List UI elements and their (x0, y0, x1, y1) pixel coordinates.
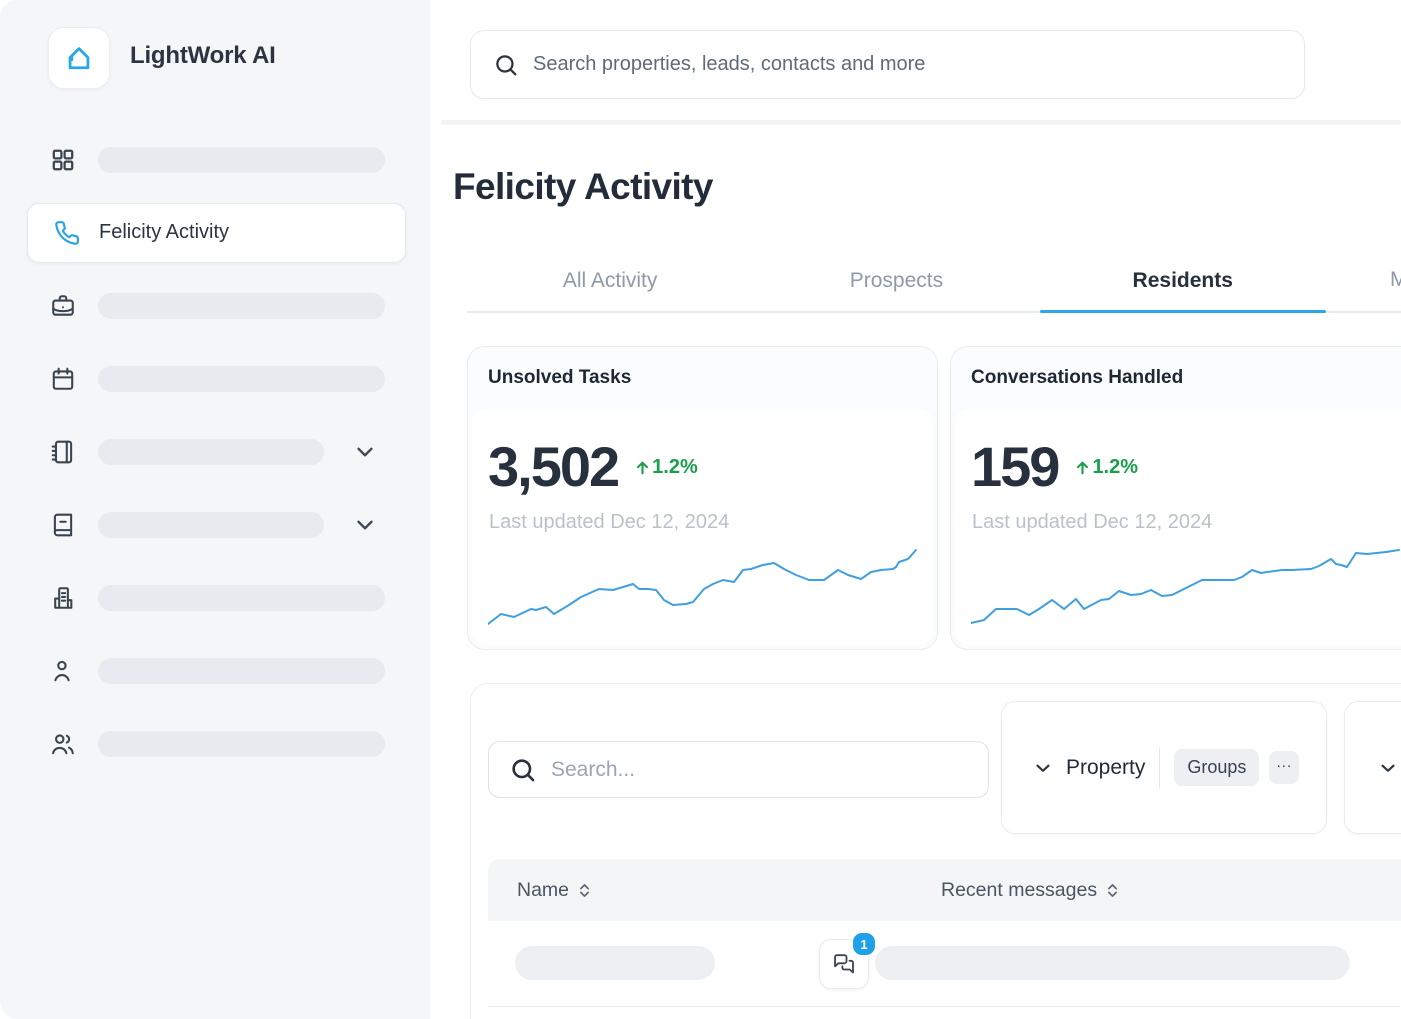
tab-all-activity[interactable]: All Activity (562, 268, 658, 292)
grid-icon (50, 147, 76, 173)
skeleton-pill (98, 658, 385, 684)
property-filter-label: Property (1066, 755, 1146, 779)
trend-up-icon (637, 461, 649, 474)
tab-residents[interactable]: Residents (1039, 250, 1326, 313)
row-divider (488, 1006, 1401, 1007)
calendar-icon (50, 366, 76, 392)
chat-button[interactable]: 1 (819, 931, 877, 989)
residents-panel: Property Groups ... Name Recent messages (470, 683, 1401, 1019)
stat-value: 3,502 (488, 435, 620, 498)
page-title: Felicity Activity (453, 166, 713, 207)
phone-icon (54, 220, 80, 246)
sparkline-chart (488, 549, 917, 625)
skeleton-pill (98, 585, 385, 611)
secondary-filter[interactable] (1344, 701, 1401, 834)
sparkline-chart (971, 549, 1400, 624)
more-options-chip[interactable]: ... (1269, 751, 1300, 784)
building-icon (50, 585, 76, 611)
stat-card-conversations-handled: Conversations Handled 159 1.2% Last upda… (950, 346, 1401, 650)
table-row[interactable]: 1 (488, 921, 1401, 1006)
sort-icon[interactable] (577, 883, 592, 898)
stat-card-title: Unsolved Tasks (488, 367, 632, 388)
panel-search (488, 741, 989, 798)
filter-divider (1159, 747, 1161, 788)
stat-updated-text: Last updated Dec 12, 2024 (972, 511, 1213, 533)
property-filter[interactable]: Property Groups ... (1001, 701, 1327, 834)
header-divider (441, 120, 1401, 125)
chevron-down-icon (1377, 757, 1399, 779)
chevron-down-icon (1032, 757, 1054, 779)
tab-bar: All Activity Prospects Residents M (467, 250, 1401, 313)
column-header-name[interactable]: Name (517, 859, 592, 921)
book-icon (50, 512, 76, 538)
skeleton-pill (98, 147, 385, 173)
tab-prospects[interactable]: Prospects (849, 268, 944, 292)
chevron-down-icon[interactable] (352, 439, 378, 465)
global-search-input[interactable] (531, 52, 1304, 77)
app-name: LightWork AI (130, 42, 276, 69)
briefcase-icon (50, 293, 76, 319)
sort-icon[interactable] (1105, 883, 1120, 898)
sidebar-item-felicity-activity[interactable]: Felicity Activity (27, 203, 406, 263)
active-tab-underline (1039, 310, 1326, 313)
search-icon (493, 52, 519, 78)
table-header: Name Recent messages (488, 859, 1401, 921)
skeleton-pill (98, 366, 385, 392)
message-skeleton (875, 946, 1350, 980)
column-header-recent-messages[interactable]: Recent messages (941, 859, 1120, 921)
sidebar-item-user[interactable] (0, 657, 430, 685)
app-logo[interactable] (48, 27, 110, 89)
users-icon (50, 731, 76, 757)
chat-bubbles-icon (834, 954, 854, 974)
sidebar-item-dashboard[interactable] (0, 146, 430, 174)
stat-card-body: 3,502 1.2% Last updated Dec 12, 2024 (472, 409, 933, 645)
chevron-down-icon[interactable] (352, 512, 378, 538)
sidebar-item-notebook[interactable] (0, 438, 430, 466)
global-search (470, 30, 1305, 99)
sidebar: LightWork AI Felicity Activity (0, 0, 430, 1019)
unread-badge: 1 (851, 931, 877, 957)
sidebar-item-users[interactable] (0, 730, 430, 758)
stat-card-title: Conversations Handled (971, 367, 1184, 388)
tab-next-partial[interactable]: M (1390, 267, 1401, 291)
sidebar-item-book[interactable] (0, 511, 430, 539)
skeleton-pill (98, 512, 324, 538)
stat-delta: 1.2% (634, 456, 698, 479)
sidebar-item-label: Felicity Activity (99, 221, 230, 243)
user-icon (50, 658, 76, 684)
stat-updated-text: Last updated Dec 12, 2024 (489, 511, 730, 533)
skeleton-pill (98, 731, 385, 757)
notebook-icon (50, 439, 76, 465)
stat-card-body: 159 1.2% Last updated Dec 12, 2024 (955, 409, 1401, 645)
sidebar-item-building[interactable] (0, 584, 430, 612)
skeleton-pill (98, 439, 324, 465)
house-icon (63, 42, 95, 74)
stat-delta: 1.2% (1074, 456, 1138, 479)
sidebar-item-briefcase[interactable] (0, 292, 430, 320)
skeleton-pill (98, 293, 385, 319)
sidebar-item-calendar[interactable] (0, 365, 430, 393)
stat-value: 159 (971, 435, 1060, 498)
panel-search-input[interactable] (549, 756, 988, 783)
name-skeleton (515, 946, 715, 980)
groups-chip[interactable]: Groups (1174, 749, 1260, 786)
trend-up-icon (1077, 461, 1089, 474)
search-icon (509, 756, 537, 784)
stat-card-unsolved-tasks: Unsolved Tasks 3,502 1.2% Last updated D… (467, 346, 938, 650)
